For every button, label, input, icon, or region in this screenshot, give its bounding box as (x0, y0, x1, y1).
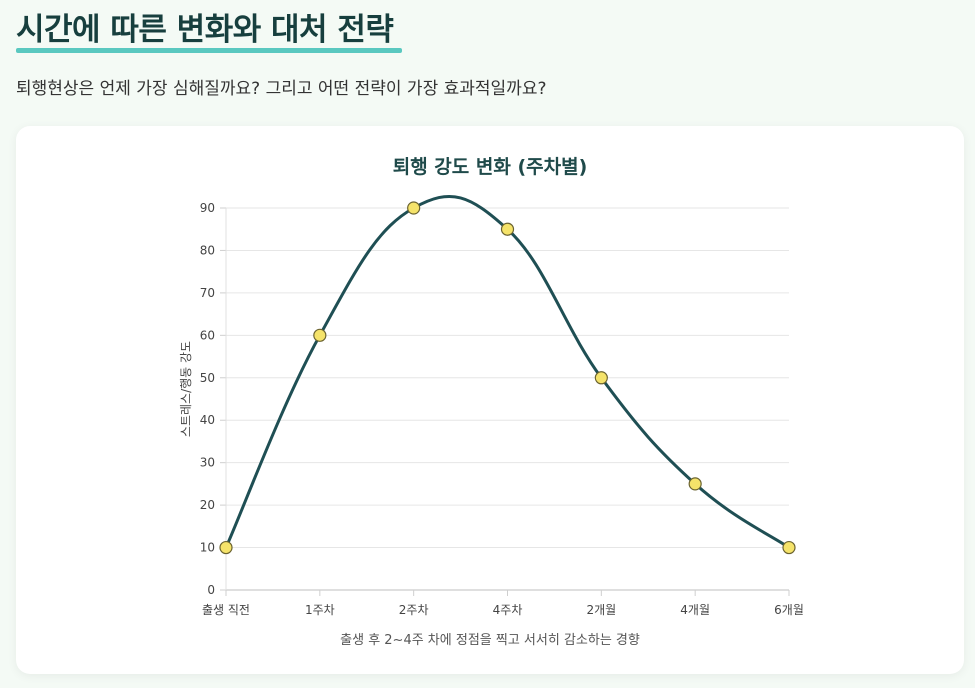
data-point[interactable] (500, 222, 515, 236)
y-tick-label: 50 (200, 371, 215, 385)
x-tick-label: 6개월 (774, 603, 804, 617)
x-tick-label: 2개월 (586, 603, 616, 617)
data-point[interactable] (407, 201, 421, 215)
y-tick-label: 40 (200, 413, 215, 427)
page-title: 시간에 따른 변화와 대처 전략 (16, 12, 394, 48)
x-axis-caption: 출생 후 2~4주 차에 정점을 찍고 서서히 감소하는 경향 (340, 633, 640, 648)
x-tick-label: 4주차 (493, 603, 523, 617)
data-point[interactable] (782, 540, 796, 555)
x-tick-label: 2주차 (399, 603, 429, 617)
title-underline (16, 48, 402, 53)
data-point[interactable] (688, 477, 702, 491)
y-axis-label: 스트레스/행동 강도 (178, 341, 193, 437)
x-tick-label: 1주차 (305, 603, 335, 617)
x-tick-label: 4개월 (680, 603, 710, 617)
y-tick-label: 20 (200, 498, 215, 512)
data-point[interactable] (594, 371, 608, 385)
y-tick-label: 10 (200, 541, 215, 555)
line-chart: 퇴행 강도 변화 (주차별) 0 10 20 30 40 50 60 70 80 90 출생 직전 1… (178, 156, 804, 648)
axes: 0 10 20 30 40 50 60 70 80 90 출생 직전 1주차 2주차 4주차 2개월 4개월 6… (200, 201, 804, 617)
chart-card: 퇴행 강도 변화 (주차별) 0 10 20 30 40 50 60 70 80 90 출생 직전 1… (16, 126, 964, 674)
y-tick-label: 30 (200, 456, 215, 470)
y-tick-label: 80 (200, 243, 215, 257)
data-point[interactable] (313, 328, 327, 342)
y-tick-label: 60 (200, 328, 215, 342)
data-point[interactable] (219, 540, 233, 555)
series-line (224, 194, 790, 549)
page-subtitle: 퇴행현상은 언제 가장 심해질까요? 그리고 어떤 전략이 가장 효과적일까요? (16, 79, 547, 99)
chart-title: 퇴행 강도 변화 (주차별) (393, 156, 588, 178)
y-tick-label: 0 (207, 583, 215, 597)
x-tick-label: 출생 직전 (202, 603, 250, 617)
grid (226, 207, 789, 591)
y-tick-label: 90 (200, 201, 215, 215)
y-tick-label: 70 (200, 286, 215, 300)
data-points (219, 201, 796, 555)
